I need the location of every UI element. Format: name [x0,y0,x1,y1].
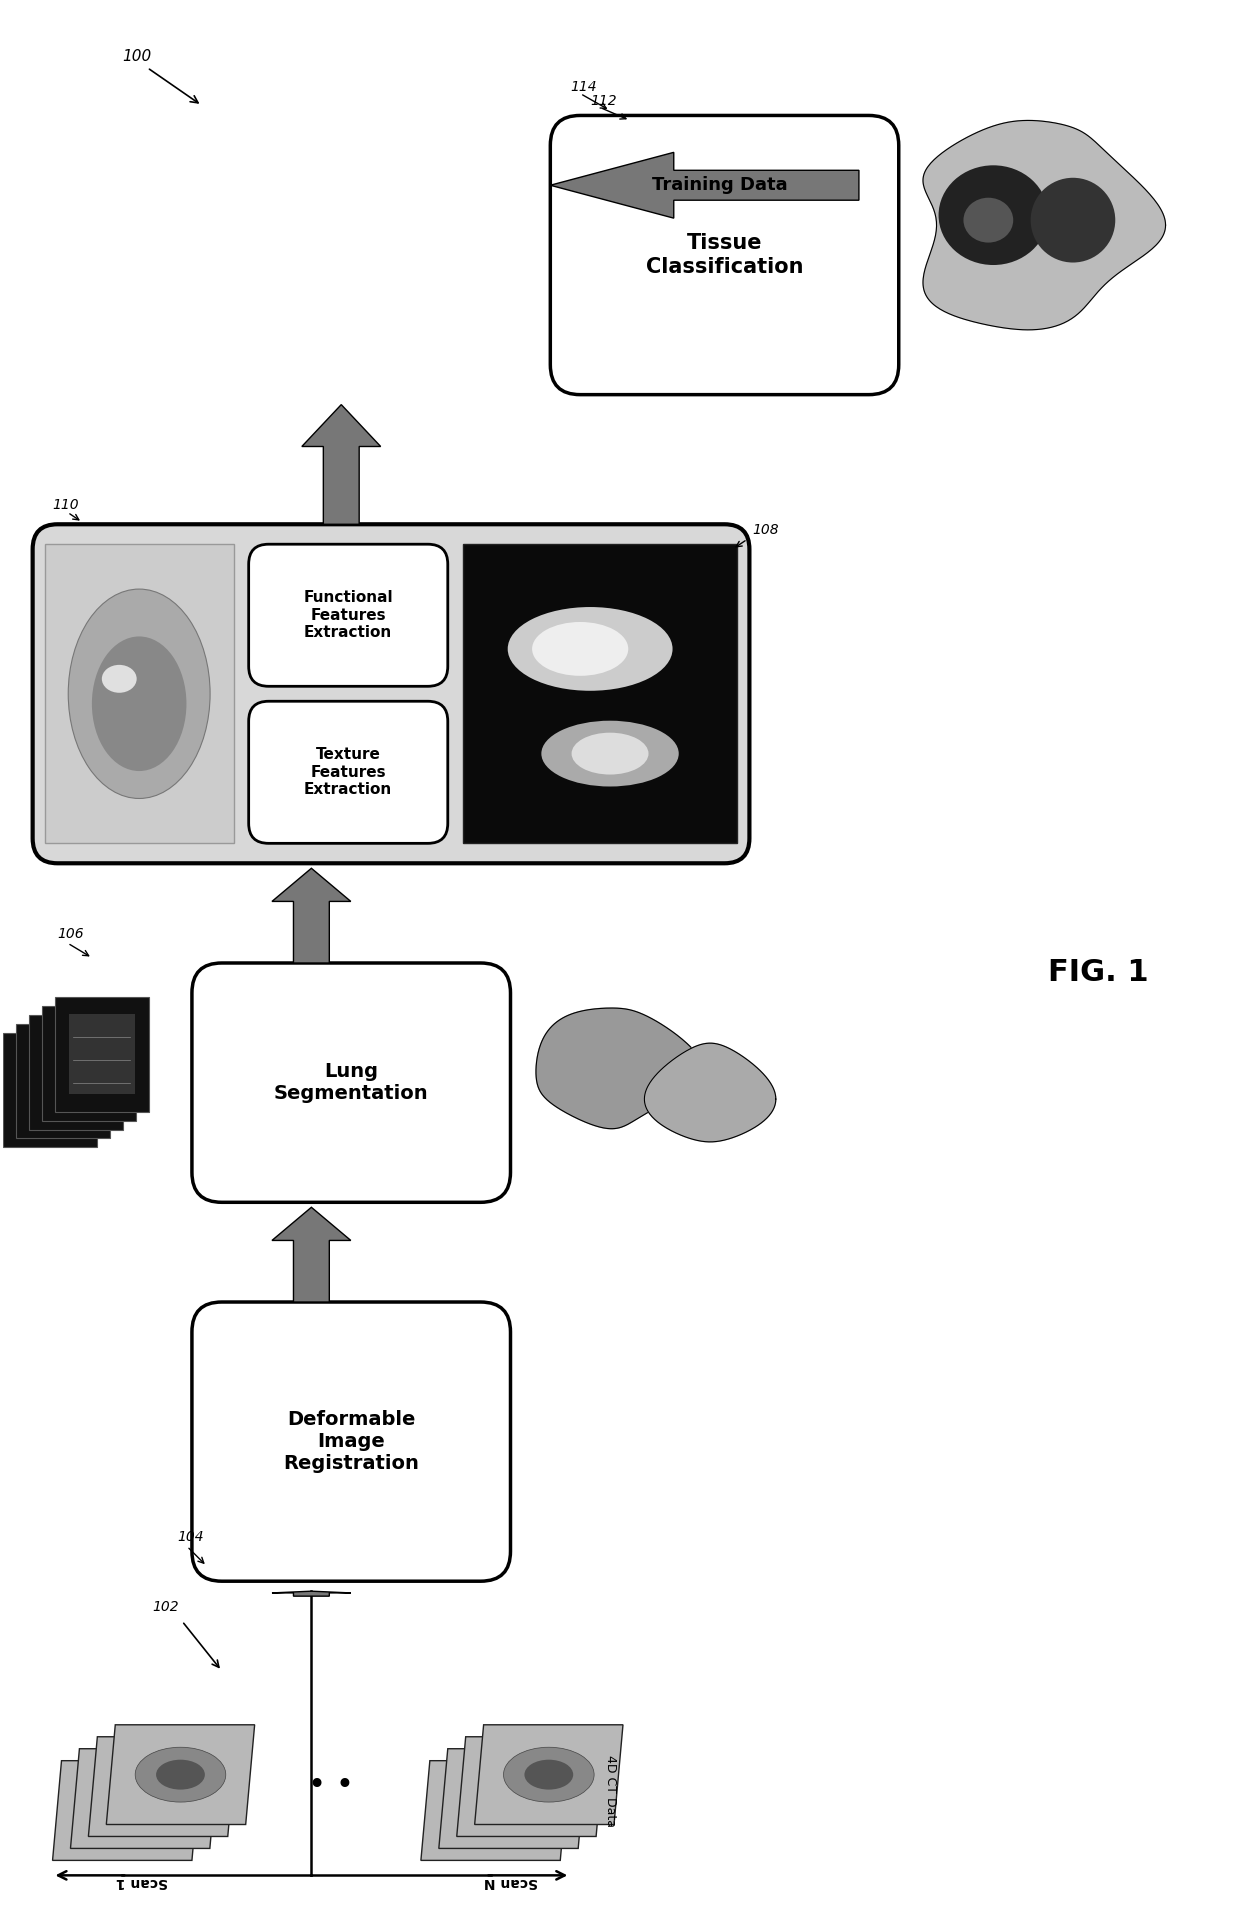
Polygon shape [55,996,149,1111]
FancyBboxPatch shape [249,544,448,687]
Text: Scan 1: Scan 1 [117,1875,169,1890]
Polygon shape [88,1736,237,1836]
Text: • •: • • [309,1771,355,1800]
Ellipse shape [572,733,649,775]
Polygon shape [272,869,351,963]
FancyBboxPatch shape [551,115,899,394]
Polygon shape [439,1748,588,1848]
FancyBboxPatch shape [32,525,749,863]
Text: 110: 110 [52,498,79,512]
Ellipse shape [82,1783,172,1838]
Polygon shape [475,1725,622,1825]
Polygon shape [71,1748,218,1848]
Polygon shape [301,404,381,525]
Ellipse shape [467,1771,558,1827]
Polygon shape [456,1736,605,1836]
Text: 100: 100 [123,48,151,63]
Ellipse shape [525,1760,573,1790]
Text: Texture
Features
Extraction: Texture Features Extraction [304,748,392,798]
Ellipse shape [471,1796,520,1825]
Ellipse shape [450,1783,541,1838]
Ellipse shape [963,198,1013,242]
Polygon shape [52,1761,201,1860]
Ellipse shape [503,1748,594,1802]
Text: Deformable
Image
Registration: Deformable Image Registration [283,1410,419,1473]
Text: 112: 112 [590,94,616,108]
Polygon shape [107,1725,254,1825]
Ellipse shape [99,1771,190,1827]
Polygon shape [30,1040,97,1121]
Ellipse shape [102,665,136,692]
Polygon shape [43,1033,109,1111]
Ellipse shape [135,1748,226,1802]
FancyBboxPatch shape [192,963,511,1202]
Ellipse shape [103,1796,151,1825]
Text: 4D CT Data: 4D CT Data [604,1754,616,1827]
Text: Lung
Segmentation: Lung Segmentation [274,1061,429,1104]
Polygon shape [17,1050,83,1131]
Polygon shape [42,1006,136,1121]
Ellipse shape [118,1760,208,1813]
Ellipse shape [542,721,678,787]
FancyBboxPatch shape [45,544,233,844]
Polygon shape [551,152,859,217]
Text: 104: 104 [177,1531,203,1544]
Text: 114: 114 [570,79,596,94]
Polygon shape [29,1015,123,1129]
Ellipse shape [68,588,210,798]
Text: 108: 108 [753,523,779,537]
Text: Scan N: Scan N [484,1875,538,1890]
FancyBboxPatch shape [192,1302,511,1581]
Text: Tissue
Classification: Tissue Classification [646,233,804,277]
Polygon shape [2,1033,98,1148]
Polygon shape [68,1013,135,1094]
Text: Training Data: Training Data [652,177,787,194]
Ellipse shape [1030,177,1115,263]
Polygon shape [923,121,1166,331]
Ellipse shape [486,1760,577,1813]
Text: Functional
Features
Extraction: Functional Features Extraction [304,590,393,640]
Text: FIG. 1: FIG. 1 [1048,958,1148,988]
Polygon shape [56,1023,122,1104]
Polygon shape [536,1008,704,1129]
Ellipse shape [939,165,1048,265]
Ellipse shape [120,1785,169,1813]
Polygon shape [645,1042,776,1142]
Text: 106: 106 [57,927,84,940]
Polygon shape [420,1761,569,1860]
Ellipse shape [138,1771,187,1802]
Ellipse shape [156,1760,205,1790]
Ellipse shape [532,621,629,675]
FancyBboxPatch shape [249,702,448,844]
Text: 102: 102 [153,1600,179,1613]
Ellipse shape [489,1785,537,1813]
Ellipse shape [506,1771,556,1802]
Ellipse shape [507,608,672,690]
FancyBboxPatch shape [580,125,859,244]
Polygon shape [272,1590,351,1596]
Polygon shape [16,1023,110,1138]
Polygon shape [272,1208,351,1302]
Ellipse shape [92,637,186,771]
FancyBboxPatch shape [463,544,738,844]
